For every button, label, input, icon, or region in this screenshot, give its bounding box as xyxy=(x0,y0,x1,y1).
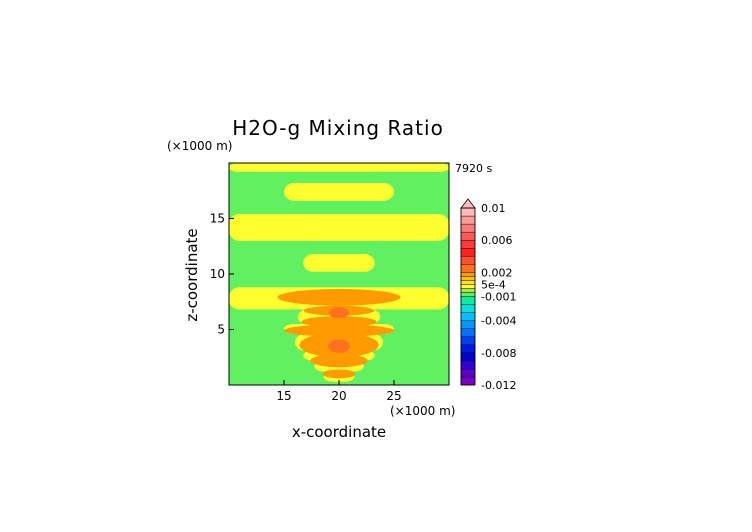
x-tick-label: 25 xyxy=(386,389,401,403)
colorbar-label: 5e-4 xyxy=(481,278,506,291)
colorbar-label: -0.012 xyxy=(481,379,516,392)
colorbar-frame xyxy=(460,207,476,386)
colorbar-label: 0.002 xyxy=(481,266,513,279)
y-axis: 5 10 15 xyxy=(210,212,234,337)
colorbar-label: -0.001 xyxy=(481,291,516,304)
x-axis-label: x-coordinate xyxy=(292,423,386,441)
colorbar-top-arrow xyxy=(460,198,476,209)
colorbar-label: -0.008 xyxy=(481,347,516,360)
x-tick-label: 20 xyxy=(331,389,346,403)
field-core-max xyxy=(328,339,350,353)
colorbar-swatch xyxy=(460,360,476,370)
colorbar-swatch xyxy=(460,280,476,285)
colorbar-swatch xyxy=(460,264,476,273)
field-core xyxy=(301,316,377,328)
colorbar-swatch xyxy=(460,223,476,233)
field-core-max xyxy=(329,307,349,319)
field-band xyxy=(303,254,375,272)
colorbar-label: -0.004 xyxy=(481,315,516,328)
field-core xyxy=(284,324,394,337)
x-unit-label: (×1000 m) xyxy=(390,404,455,418)
colorbar-swatch xyxy=(460,248,476,257)
field-band xyxy=(229,214,449,241)
field-band xyxy=(284,182,394,201)
colorbar-swatch xyxy=(460,292,476,297)
colorbar-swatch xyxy=(460,276,476,281)
colorbar-swatch xyxy=(460,215,476,225)
colorbar-swatch xyxy=(460,368,476,378)
colorbar-swatch xyxy=(460,320,476,329)
y-tick-label: 5 xyxy=(217,323,225,337)
colorbar-swatch xyxy=(460,284,476,289)
field-core xyxy=(310,353,368,368)
colorbar-swatch xyxy=(460,304,476,313)
time-label: 7920 s xyxy=(455,162,492,175)
colorbar-label: 0.006 xyxy=(481,234,513,247)
field-band xyxy=(229,163,449,172)
field-core xyxy=(277,288,401,306)
y-unit-label: (×1000 m) xyxy=(167,139,232,153)
colorbar-swatch xyxy=(460,296,476,305)
colorbar-swatch xyxy=(460,328,476,337)
y-axis-label: z-coordinate xyxy=(183,228,201,321)
field-core xyxy=(322,369,356,379)
x-tick-label: 15 xyxy=(276,389,291,403)
plot-area xyxy=(228,162,450,386)
colorbar-swatch xyxy=(460,207,476,217)
colorbar-swatch xyxy=(460,256,476,265)
colorbar-swatch xyxy=(460,336,476,345)
colorbar-swatch xyxy=(460,239,476,249)
colorbar-swatch xyxy=(460,344,476,354)
y-tick-label: 15 xyxy=(210,212,225,226)
colorbar-swatch xyxy=(460,352,476,362)
colorbar-swatch xyxy=(460,312,476,321)
colorbar-swatch xyxy=(460,376,476,386)
colorbar-swatch xyxy=(460,288,476,293)
y-tick-label: 10 xyxy=(210,267,225,281)
colorbar-swatch xyxy=(460,272,476,277)
chart-title: H2O-g Mixing Ratio xyxy=(232,116,444,140)
x-axis: 15 20 25 xyxy=(276,380,402,403)
colorbar-label: 0.01 xyxy=(481,202,506,215)
colorbar-swatch xyxy=(460,231,476,241)
